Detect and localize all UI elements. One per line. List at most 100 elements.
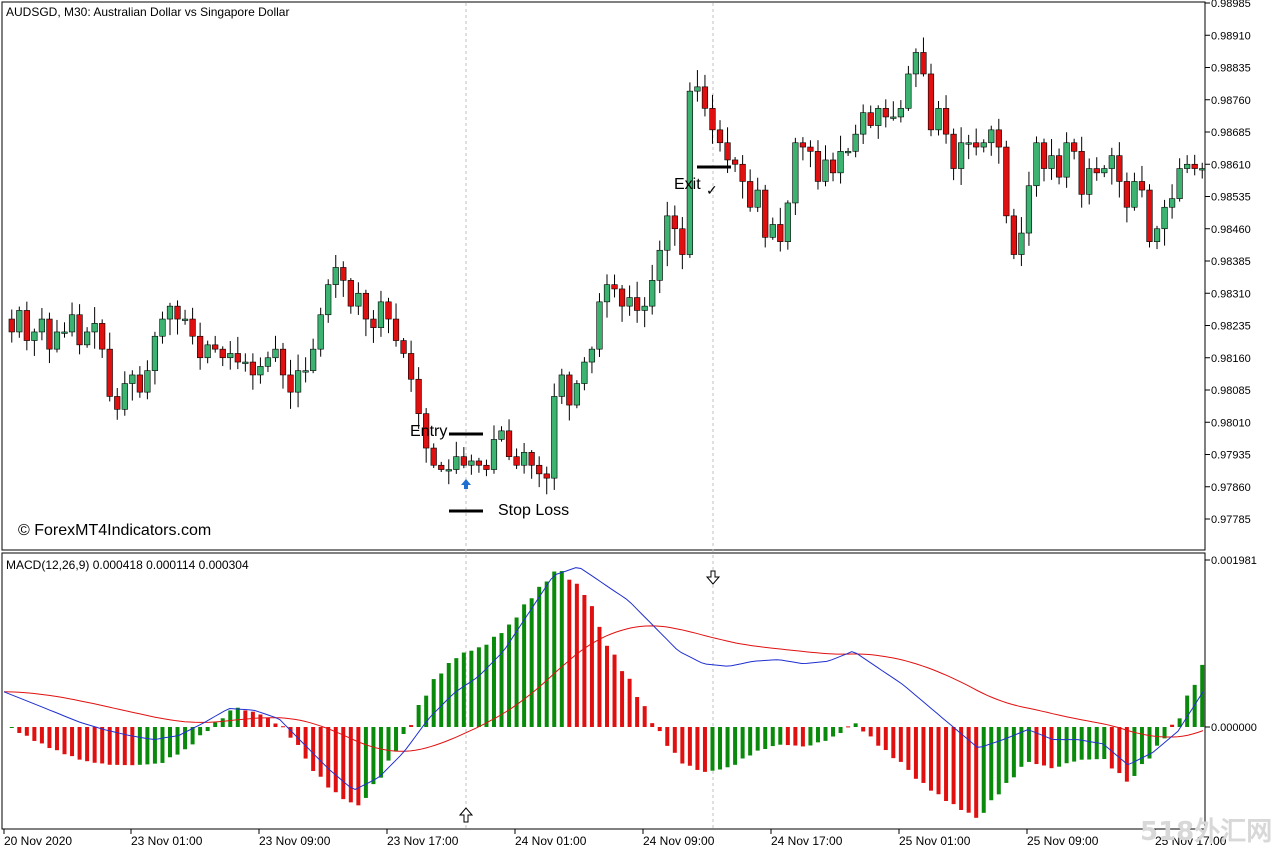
macd-pane[interactable] [1, 552, 1206, 830]
histogram-bar [567, 579, 572, 727]
histogram-bar [605, 645, 609, 727]
candle-body [106, 348, 113, 397]
candle-body [558, 374, 565, 397]
candle-body [618, 288, 626, 307]
candle-body [829, 159, 837, 174]
histogram-bar [70, 727, 75, 757]
histogram-bar [725, 727, 730, 768]
price-tick-label: 0.98385 [1211, 256, 1251, 268]
histogram-bar [401, 727, 406, 734]
histogram-bar [258, 714, 263, 727]
candle-body [920, 52, 927, 75]
price-tick-label: 0.98610 [1211, 159, 1251, 171]
histogram-bar [47, 727, 52, 749]
candle-body [1138, 181, 1146, 191]
histogram-bar [650, 723, 655, 727]
candle-body [799, 142, 806, 148]
histogram-bar [612, 654, 617, 727]
histogram-bar [1064, 727, 1069, 764]
histogram-bar [695, 727, 700, 770]
time-axis: 20 Nov 2020 23 Nov 01:00 23 Nov 09:00 23 No… [3, 829, 1227, 848]
histogram-bar [39, 727, 44, 744]
histogram-bar [559, 571, 564, 727]
histogram-bar [446, 663, 451, 727]
macd-lines [3, 567, 1204, 791]
candle-body [1003, 146, 1010, 217]
candle-body [99, 323, 106, 350]
histogram-bar [431, 679, 436, 727]
histogram-bar [145, 727, 150, 765]
price-tick-label: 0.97935 [1211, 450, 1251, 462]
histogram-bar [966, 727, 971, 813]
candle-body [686, 90, 693, 255]
histogram-bar [763, 727, 768, 750]
candle-body [1131, 181, 1138, 208]
histogram-bar [1087, 727, 1092, 760]
histogram-bar [85, 727, 90, 762]
histogram-bar [288, 727, 293, 738]
candle-body [995, 129, 1002, 148]
histogram-bar [831, 727, 836, 737]
candle-body [377, 301, 385, 328]
candle-body [53, 331, 61, 350]
histogram-bar [1162, 727, 1167, 739]
candle-body [445, 469, 452, 472]
histogram-bar [1192, 684, 1197, 727]
candle-body [392, 318, 400, 341]
candle-body [1153, 228, 1161, 242]
histogram-bar [235, 707, 240, 727]
histogram-bar [228, 710, 233, 727]
histogram-bar [54, 727, 59, 751]
histogram-bar [122, 727, 127, 766]
candle-body [927, 73, 935, 131]
candle-body [536, 464, 543, 475]
price-tick-label: 0.98910 [1211, 30, 1251, 42]
histogram-bar [273, 723, 278, 727]
candle-body [475, 460, 483, 466]
candle-body [438, 464, 445, 470]
histogram-bar [296, 727, 301, 745]
candle-body [988, 129, 995, 144]
time-tick-label: 25 Nov 01:00 [899, 834, 971, 848]
candle-body [1093, 168, 1100, 174]
candle-body [1055, 155, 1063, 178]
histogram-bar [1034, 727, 1039, 765]
price-pane[interactable] [1, 1, 1206, 551]
candle-body [151, 335, 159, 371]
histogram-bar [702, 727, 707, 772]
candle-body [611, 284, 618, 290]
histogram-bar [356, 727, 361, 806]
candle-body [317, 314, 324, 350]
candle-body [521, 452, 528, 466]
candle-body [415, 378, 422, 414]
histogram-bar [476, 647, 481, 727]
candle-body [91, 323, 98, 333]
histogram-bar [800, 727, 805, 747]
candle-body [664, 215, 671, 251]
candle-body [641, 305, 648, 311]
histogram-bar [733, 727, 738, 765]
histogram-bar [175, 727, 180, 755]
histogram-bar [454, 658, 459, 727]
candle-body [114, 396, 121, 410]
histogram-bar [642, 706, 647, 727]
candle-body [264, 357, 272, 367]
candle-body [257, 366, 264, 376]
candle-body [1199, 168, 1206, 171]
macd-line [3, 567, 1204, 791]
candle-body [679, 228, 686, 255]
histogram-bar [77, 727, 82, 760]
copyright-watermark: © ForexMT4Indicators.com [18, 522, 211, 539]
candle-body [46, 318, 53, 350]
candle-body [950, 133, 957, 169]
histogram-bar [1177, 718, 1182, 727]
candle-body [739, 163, 746, 182]
candle-body [1010, 215, 1017, 255]
candle-body [1040, 142, 1048, 169]
histogram-bar [378, 727, 383, 778]
histogram-bar [687, 727, 692, 766]
histogram-bar [1019, 727, 1024, 767]
price-tick-label: 0.98160 [1211, 353, 1251, 365]
candle-body [174, 305, 181, 320]
